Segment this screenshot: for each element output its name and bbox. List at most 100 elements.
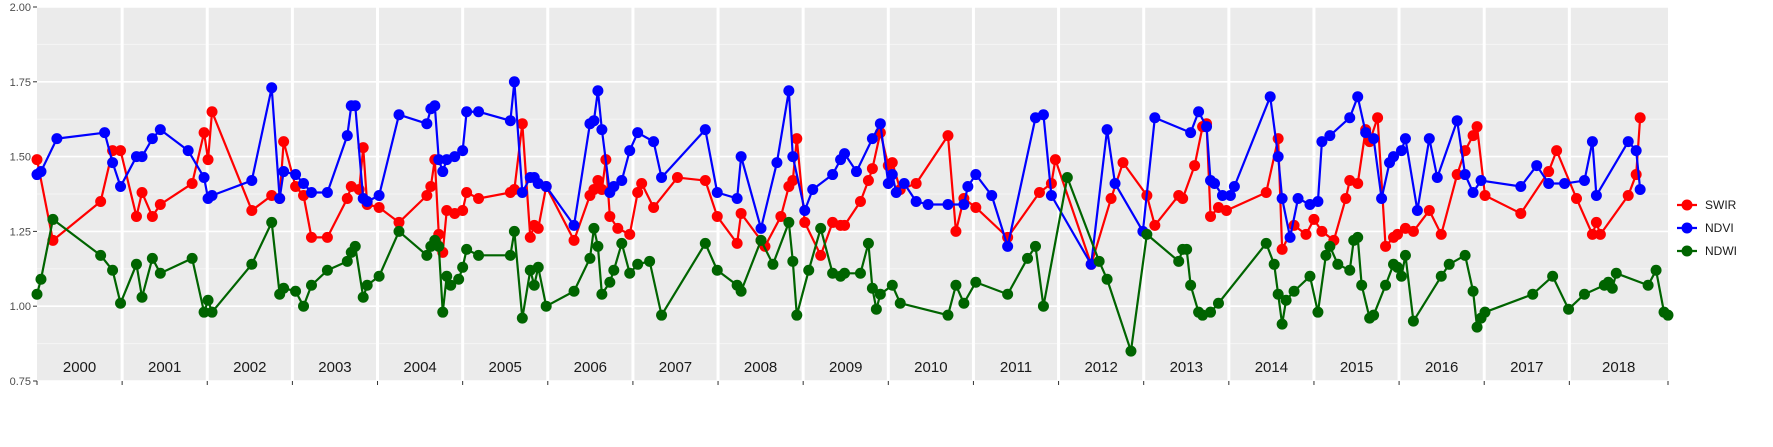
data-point-ndwi (504, 249, 516, 261)
data-point-ndwi (1527, 288, 1539, 300)
data-point-swir (1407, 225, 1419, 237)
data-point-ndwi (1037, 300, 1049, 312)
year-label: 2006 (574, 359, 607, 376)
data-point-swir (1451, 169, 1463, 181)
data-point-swir (1117, 157, 1129, 169)
year-label: 2007 (659, 359, 692, 376)
data-point-ndwi (1459, 249, 1471, 261)
data-point-swir (341, 192, 353, 204)
data-point-ndwi (803, 264, 815, 276)
data-point-ndvi (290, 169, 302, 181)
y-tick-label: 2.00 (10, 2, 31, 14)
data-point-ndwi (596, 288, 608, 300)
data-point-swir (1260, 187, 1272, 199)
data-point-ndwi (1563, 303, 1575, 315)
data-point-ndwi (528, 279, 540, 291)
data-point-ndvi (1531, 160, 1543, 172)
data-point-swir (1049, 154, 1061, 166)
data-point-ndvi (1264, 91, 1276, 103)
data-point-ndwi (950, 279, 962, 291)
data-point-ndwi (584, 252, 596, 264)
data-point-swir (1634, 112, 1646, 124)
data-point-swir (532, 222, 544, 234)
y-tick-label: 0.75 (10, 376, 31, 388)
data-point-swir (186, 178, 198, 190)
data-point-ndwi (1125, 345, 1137, 357)
data-point-ndwi (1395, 270, 1407, 282)
data-point-ndvi (1586, 136, 1598, 148)
data-point-ndwi (1101, 273, 1113, 285)
data-point-ndvi (799, 204, 811, 216)
data-point-ndvi (1228, 181, 1240, 193)
data-point-ndwi (1467, 285, 1479, 297)
data-point-swir (1479, 189, 1491, 201)
data-point-ndwi (1606, 282, 1618, 294)
data-point-swir (1105, 192, 1117, 204)
data-point-ndwi (198, 306, 210, 318)
data-point-swir (206, 106, 218, 118)
data-point-ndwi (202, 294, 214, 306)
year-label: 2008 (744, 359, 777, 376)
data-point-ndwi (866, 282, 878, 294)
data-point-ndwi (1443, 258, 1455, 270)
data-point-ndvi (107, 157, 119, 169)
data-point-ndwi (1288, 285, 1300, 297)
data-point-ndwi (1642, 279, 1654, 291)
data-point-ndvi (1368, 133, 1380, 145)
data-point-swir (624, 228, 636, 240)
data-point-ndvi (1201, 121, 1213, 133)
data-point-ndwi (1212, 297, 1224, 309)
data-point-ndwi (624, 267, 636, 279)
data-point-ndwi (656, 309, 668, 321)
data-point-swir (373, 201, 385, 213)
data-point-ndvi (1109, 178, 1121, 190)
data-point-ndwi (1352, 231, 1364, 243)
data-point-swir (305, 231, 317, 243)
data-point-ndwi (1344, 264, 1356, 276)
data-point-ndvi (1344, 112, 1356, 124)
data-point-ndvi (588, 115, 600, 127)
data-point-swir (1423, 204, 1435, 216)
data-point-ndwi (453, 273, 465, 285)
year-label: 2011 (1000, 359, 1032, 376)
data-point-ndvi (986, 189, 998, 201)
data-point-ndwi (461, 243, 473, 255)
data-point-ndwi (95, 249, 107, 261)
data-point-ndvi (898, 178, 910, 190)
data-point-ndvi (206, 189, 218, 201)
data-point-ndvi (99, 127, 111, 139)
data-point-swir (839, 219, 851, 231)
data-point-ndvi (922, 198, 934, 210)
data-point-swir (854, 195, 866, 207)
data-point-ndwi (1022, 252, 1034, 264)
data-point-ndvi (850, 166, 862, 178)
data-point-ndvi (787, 151, 799, 163)
data-point-ndwi (970, 276, 982, 288)
data-point-ndwi (588, 222, 600, 234)
data-point-ndwi (47, 213, 59, 225)
data-point-ndvi (35, 166, 47, 178)
data-point-ndwi (632, 258, 644, 270)
data-point-swir (910, 178, 922, 190)
data-point-swir (1045, 178, 1057, 190)
year-label: 2001 (148, 359, 181, 376)
data-point-swir (516, 118, 528, 130)
data-point-ndvi (1395, 145, 1407, 157)
data-point-swir (1300, 228, 1312, 240)
data-point-ndvi (596, 124, 608, 136)
data-point-ndwi (1276, 318, 1288, 330)
data-point-ndvi (461, 106, 473, 118)
data-point-ndwi (290, 285, 302, 297)
data-point-ndvi (246, 175, 258, 187)
data-point-swir (1149, 219, 1161, 231)
data-point-ndvi (807, 184, 819, 196)
data-point-ndvi (1515, 181, 1527, 193)
data-point-swir (862, 175, 874, 187)
year-label: 2016 (1425, 359, 1458, 376)
data-point-ndwi (1304, 270, 1316, 282)
data-point-ndwi (616, 237, 628, 249)
data-point-ndvi (421, 118, 433, 130)
data-point-ndvi (1272, 151, 1284, 163)
data-point-swir (1391, 228, 1403, 240)
year-label: 2015 (1340, 359, 1373, 376)
